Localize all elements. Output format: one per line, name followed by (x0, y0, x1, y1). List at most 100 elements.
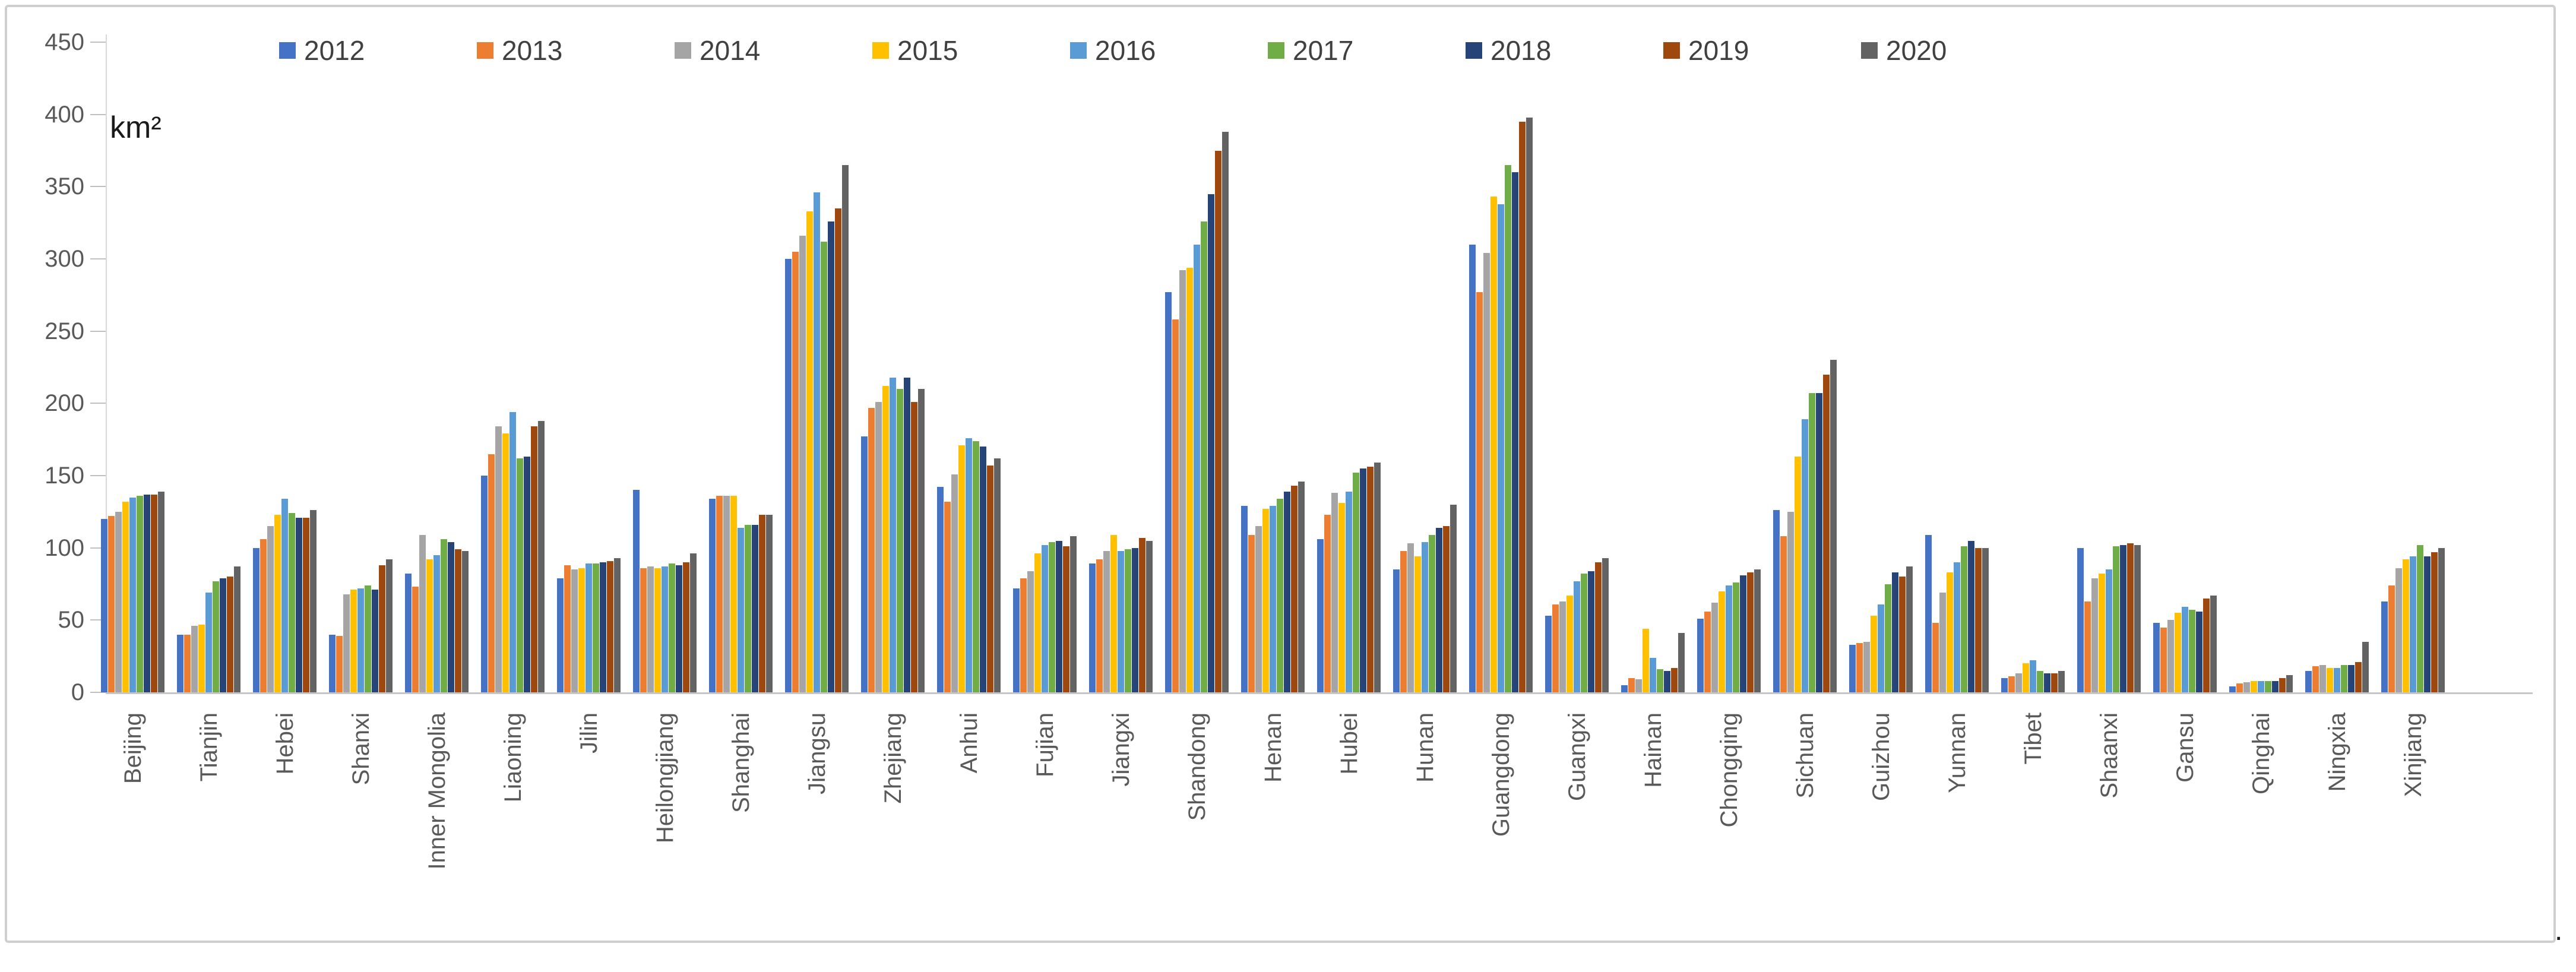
bar (1780, 536, 1787, 692)
bar (2279, 678, 2286, 692)
x-axis-label: Yunnan (1944, 713, 1970, 793)
bar (987, 466, 993, 692)
x-axis-label: Tianjin (196, 713, 222, 782)
y-axis-tick (90, 403, 106, 404)
bar (488, 454, 495, 692)
bar (951, 474, 958, 692)
bar (1863, 642, 1870, 692)
bar (1526, 118, 1533, 692)
bar (1802, 419, 1808, 692)
bar (1628, 678, 1635, 692)
bar (1407, 543, 1414, 692)
legend-swatch (1663, 42, 1680, 59)
bar (875, 402, 882, 692)
bar (1291, 486, 1298, 692)
bar (600, 562, 606, 692)
bar (2319, 665, 2326, 692)
bar (419, 535, 426, 692)
y-axis-tick (90, 619, 106, 621)
bar (1034, 553, 1041, 692)
x-axis-label: Inner Mongolia (424, 713, 450, 870)
bar (1201, 221, 1207, 692)
bar (557, 578, 564, 692)
bar (868, 408, 875, 692)
bar (1063, 546, 1069, 692)
bar (509, 412, 516, 692)
bar (766, 515, 773, 692)
bar (2167, 620, 2174, 692)
bar (911, 402, 917, 692)
bar (495, 426, 502, 692)
bar (2091, 578, 2098, 692)
bar (303, 518, 309, 692)
bar (586, 563, 592, 692)
bar (958, 445, 965, 692)
bar (1574, 581, 1580, 692)
bar (1621, 685, 1628, 692)
x-axis-label: Chongqing (1716, 713, 1742, 828)
bar (213, 581, 219, 692)
legend-label: 2013 (502, 35, 563, 66)
bar (1892, 572, 1898, 692)
bar (1393, 569, 1400, 692)
bar (2355, 662, 2362, 692)
bar (821, 242, 827, 692)
bar (1262, 509, 1269, 692)
bar (1588, 571, 1594, 692)
bar (1498, 204, 1504, 692)
bar (517, 458, 523, 692)
y-axis-tick-label: 400 (45, 101, 84, 128)
bar (137, 496, 143, 692)
x-axis-label: Jiangxi (1108, 713, 1134, 787)
bar (343, 594, 350, 692)
x-axis-label: Ningxia (2324, 713, 2350, 792)
x-axis-label: Shaanxi (2096, 713, 2122, 799)
bar (1443, 526, 1450, 692)
bar (350, 590, 357, 692)
bar (1476, 292, 1483, 692)
bar (730, 496, 737, 692)
x-axis-label: Jiangsu (804, 713, 830, 794)
bar (405, 574, 412, 692)
bar (2312, 666, 2319, 692)
legend-swatch (1070, 42, 1087, 59)
bar (1740, 575, 1746, 692)
bar (1871, 616, 1877, 692)
x-axis-label: Fujian (1032, 713, 1058, 777)
y-axis-tick-label: 450 (45, 29, 84, 55)
legend-swatch (1466, 42, 1482, 59)
bar (2272, 681, 2278, 692)
bar (2106, 569, 2112, 692)
bar (1664, 671, 1670, 692)
bar (234, 566, 240, 692)
bar (1512, 172, 1518, 692)
bar (1545, 616, 1552, 692)
bar (1711, 603, 1718, 692)
bar (2077, 548, 2084, 692)
bar (227, 577, 233, 692)
bar (2305, 671, 2312, 692)
bar (2362, 642, 2369, 692)
y-axis-unit-label: km² (110, 110, 162, 145)
bar (2381, 601, 2388, 692)
y-axis-tick (90, 475, 106, 476)
bar (1830, 360, 1837, 692)
bar (426, 559, 433, 692)
bar (944, 502, 951, 692)
caption-period: . (2555, 915, 2563, 946)
bar (654, 568, 661, 692)
bar (745, 525, 751, 692)
bar (1056, 541, 1062, 692)
legend-label: 2019 (1688, 35, 1749, 66)
bar (1125, 549, 1131, 692)
bar (2341, 665, 2347, 692)
bar (1374, 463, 1381, 692)
bar (835, 208, 841, 692)
bar (158, 492, 164, 692)
bar (1968, 541, 1974, 692)
bar (1020, 578, 1027, 692)
bar (1110, 535, 1117, 692)
legend-label: 2015 (897, 35, 958, 66)
bar (386, 559, 393, 692)
bar (1671, 668, 1678, 692)
